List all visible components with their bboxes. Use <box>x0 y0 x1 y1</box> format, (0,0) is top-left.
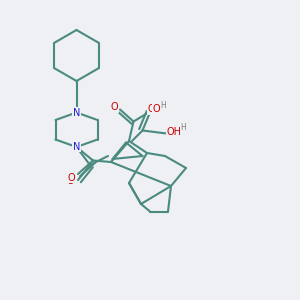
Text: N: N <box>73 107 80 118</box>
Text: O: O <box>148 104 155 115</box>
Text: OH: OH <box>167 127 182 137</box>
Text: H: H <box>160 100 166 109</box>
Text: O: O <box>152 103 160 114</box>
Text: N: N <box>73 142 80 152</box>
Text: O: O <box>111 102 119 112</box>
Text: O: O <box>67 176 74 187</box>
Text: O: O <box>68 172 75 183</box>
Text: H: H <box>181 123 187 132</box>
